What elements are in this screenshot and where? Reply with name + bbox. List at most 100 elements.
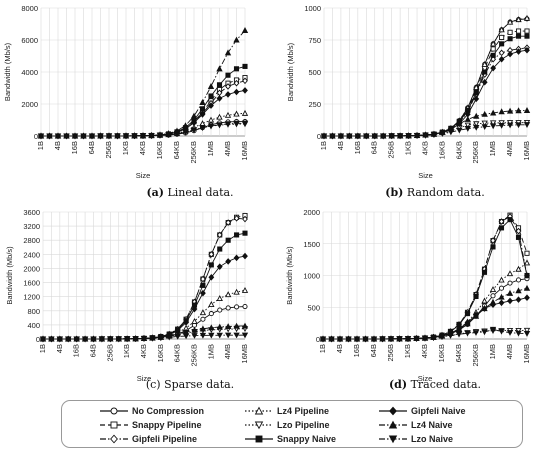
data-point <box>216 332 223 339</box>
x-tick-label: 64KB <box>454 141 463 159</box>
x-tick-label: 16B <box>70 141 79 154</box>
legend-marker <box>388 420 398 428</box>
x-tick-label: 1MB <box>206 344 215 359</box>
legend-item-no-compression: No Compression <box>99 404 204 417</box>
x-tick-label: 16KB <box>437 344 446 362</box>
data-point <box>208 251 215 258</box>
y-tick-label: 2000 <box>23 264 40 273</box>
legend-marker <box>110 407 118 414</box>
legend-swatch <box>379 406 407 415</box>
data-point <box>182 129 189 136</box>
data-point <box>123 336 131 343</box>
legend-item-gipfeli-naive: Gipfeli Naive <box>378 404 466 417</box>
data-point <box>320 133 328 140</box>
data-point <box>132 336 139 343</box>
data-point <box>506 122 514 129</box>
data-point <box>241 120 249 127</box>
data-point <box>225 72 231 78</box>
data-point <box>507 36 513 42</box>
x-tick-label: 16B <box>72 344 81 357</box>
legend-item-snappy-pipeline: Snappy Pipeline <box>99 418 202 431</box>
data-point <box>156 132 164 139</box>
y-tick-label: 2400 <box>23 250 40 259</box>
x-tick-label: 1KB <box>403 344 412 358</box>
data-point <box>242 303 248 310</box>
data-point <box>481 124 488 131</box>
data-point <box>208 301 215 307</box>
legend-swatch <box>100 407 128 414</box>
data-point <box>524 294 530 302</box>
data-point <box>241 332 249 339</box>
data-point <box>346 133 353 140</box>
data-point <box>498 328 505 335</box>
data-point <box>208 262 214 268</box>
caption-d: (d) Traced data. <box>388 378 482 391</box>
legend-item-lz4-naive: Lz4 Naive <box>378 418 453 431</box>
data-point <box>199 111 206 118</box>
data-point <box>242 87 248 94</box>
x-tick-label: 64KB <box>454 344 463 362</box>
legend-marker <box>254 406 264 414</box>
data-point <box>233 288 240 295</box>
series-lzo-naive <box>39 332 249 343</box>
data-point <box>48 336 55 343</box>
data-point <box>233 332 240 339</box>
data-point <box>439 131 446 137</box>
y-tick-label: 2800 <box>23 236 40 245</box>
data-point <box>473 83 480 90</box>
data-point <box>388 133 395 140</box>
data-point <box>46 133 53 140</box>
data-point <box>456 120 463 127</box>
data-point <box>319 336 327 343</box>
legend-label: No Compression <box>132 405 205 416</box>
data-point <box>224 49 232 56</box>
x-tick-label: 16MB <box>522 141 531 161</box>
data-point <box>56 336 64 343</box>
data-point <box>140 336 148 342</box>
data-point <box>413 133 421 139</box>
data-point <box>225 258 232 265</box>
data-point <box>413 336 420 342</box>
y-tick-label: 2000 <box>21 100 38 109</box>
data-point <box>233 110 240 117</box>
y-tick-label: 250 <box>308 100 321 109</box>
data-point <box>225 291 232 298</box>
data-point <box>473 95 480 103</box>
data-point <box>430 132 438 138</box>
data-point <box>481 329 488 336</box>
data-point <box>216 122 223 129</box>
data-point <box>241 109 249 116</box>
legend-marker <box>388 435 398 443</box>
data-point <box>233 120 240 127</box>
x-tick-label: 16MB <box>240 344 249 364</box>
x-axis-title: Size <box>136 171 151 180</box>
x-tick-label: 256KB <box>471 344 480 367</box>
data-point <box>90 336 97 343</box>
data-point <box>182 122 189 129</box>
data-point <box>515 107 522 114</box>
data-point <box>199 125 206 131</box>
y-tick-label: 0 <box>36 335 40 344</box>
data-point <box>524 33 530 39</box>
legend: No Compression Lz4 Pipeline Gipfeli Naiv… <box>61 400 523 448</box>
x-axis-title: Size <box>418 171 433 180</box>
data-point <box>242 230 248 236</box>
data-point <box>107 336 114 343</box>
data-point <box>387 336 395 343</box>
data-point <box>98 336 106 343</box>
data-point <box>225 305 231 311</box>
y-tick-label: 1000 <box>303 272 320 281</box>
data-point <box>515 48 522 55</box>
data-point <box>199 106 206 112</box>
data-point <box>404 336 412 342</box>
data-point <box>216 82 223 88</box>
data-point <box>234 304 240 310</box>
data-point <box>242 77 248 85</box>
x-tick-label: 16B <box>353 141 362 154</box>
x-tick-label: 64B <box>87 141 96 154</box>
data-point <box>490 244 496 250</box>
data-point <box>396 133 404 140</box>
data-point <box>328 336 335 343</box>
data-point <box>216 65 223 72</box>
data-point <box>225 91 231 98</box>
